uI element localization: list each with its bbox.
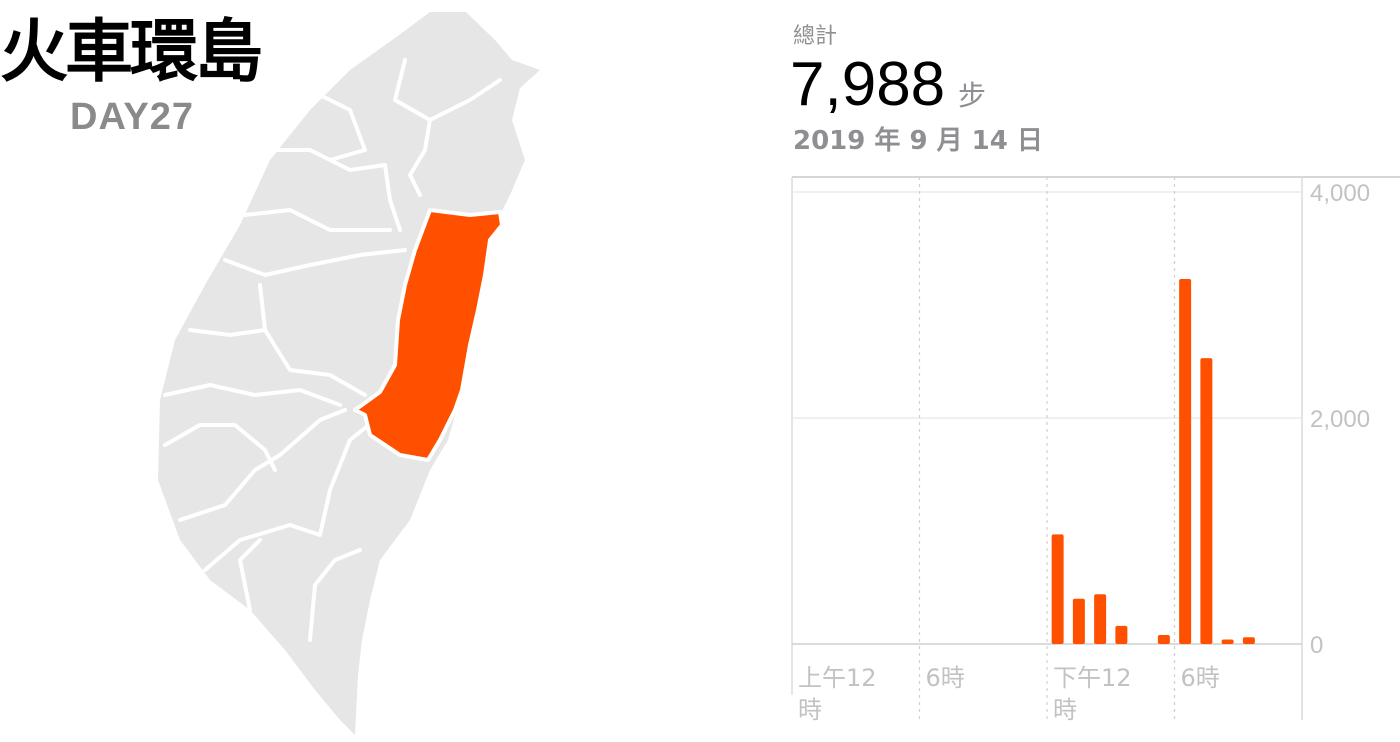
bar	[1115, 625, 1128, 644]
taiwan-island-shape	[158, 12, 540, 735]
x-tick-label: 上午12	[798, 664, 877, 692]
x-tick-label-line2: 時	[798, 696, 822, 724]
y-tick-label: 2,000	[1310, 406, 1370, 433]
y-tick-label: 0	[1310, 632, 1323, 659]
bar	[1157, 634, 1170, 644]
total-value: 7,988	[790, 50, 946, 119]
taiwan-map	[158, 12, 540, 735]
bar	[1072, 598, 1085, 644]
x-tick-label: 6時	[1181, 664, 1220, 692]
day-label: DAY27	[70, 96, 195, 138]
total-label: 總計	[793, 24, 838, 49]
bar	[1242, 637, 1255, 644]
bar	[1179, 279, 1192, 644]
bar	[1051, 534, 1064, 644]
bar	[1200, 358, 1213, 644]
hualien-region[interactable]	[353, 208, 504, 462]
bar	[1094, 594, 1107, 644]
y-tick-label: 4,000	[1310, 180, 1370, 207]
x-tick-label: 6時	[926, 664, 965, 692]
bar	[1221, 639, 1234, 644]
county-borders	[163, 58, 502, 642]
x-tick-label: 下午12	[1053, 664, 1132, 692]
date-label: 2019 年 9 月 14 日	[793, 126, 1043, 156]
x-tick-label-line2: 時	[1053, 696, 1077, 724]
page-title: 火車環島	[0, 13, 263, 92]
total-unit: 步	[958, 79, 987, 112]
